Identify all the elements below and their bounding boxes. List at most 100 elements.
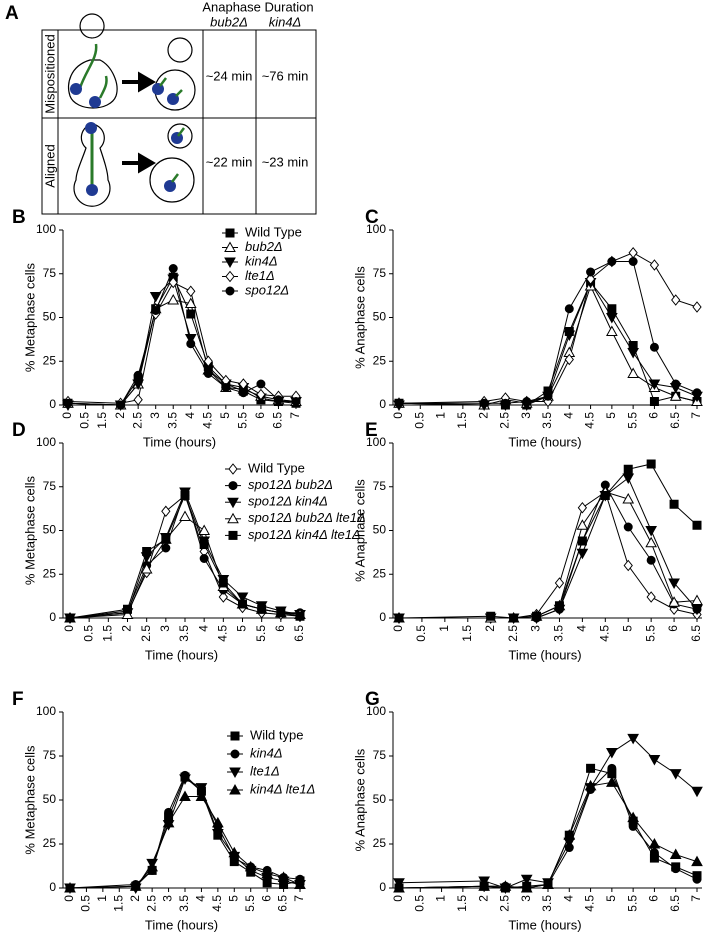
marker — [520, 874, 533, 886]
x-tick-label: 4.5 — [597, 625, 611, 642]
marker — [628, 246, 638, 259]
marker — [179, 790, 191, 801]
x-tick-label: 5.5 — [236, 412, 250, 429]
marker — [179, 510, 191, 521]
panel-letter: D — [12, 420, 26, 441]
x-tick-label: 1 — [437, 625, 451, 632]
x-tick-label: 5 — [604, 412, 618, 419]
y-tick-label: 25 — [373, 566, 387, 580]
marker — [161, 543, 171, 553]
x-tick-label: 2.5 — [498, 895, 512, 912]
marker — [606, 776, 618, 787]
marker — [692, 301, 702, 313]
x-tick-label: 2.5 — [144, 895, 158, 912]
y-tick-label: 100 — [366, 222, 386, 236]
x-tick-label: 6.5 — [668, 895, 682, 912]
marker — [180, 491, 190, 500]
y-tick-label: 100 — [36, 435, 56, 449]
x-tick-label: 3 — [519, 895, 533, 902]
marker — [238, 599, 247, 609]
x-tick-label: 6.5 — [271, 412, 285, 429]
marker — [607, 257, 617, 266]
x-tick-label: 0.5 — [412, 412, 426, 429]
marker — [628, 257, 638, 266]
panel-letter: C — [365, 207, 379, 228]
marker — [668, 596, 680, 607]
marker — [225, 286, 235, 296]
marker — [186, 285, 196, 298]
table-border — [41, 29, 317, 215]
marker — [230, 731, 240, 741]
marker — [149, 292, 162, 303]
x-tick-label: 2.5 — [498, 412, 512, 429]
x-tick-label: 5 — [620, 625, 634, 632]
y-axis-label: % Anaphase cells — [352, 748, 367, 851]
marker — [199, 540, 209, 549]
y-tick-label: 100 — [366, 704, 386, 718]
x-tick-label: 3.5 — [177, 625, 191, 642]
x-tick-label: 4 — [561, 412, 575, 419]
marker — [622, 473, 635, 485]
x-tick-label: 0 — [62, 895, 76, 902]
x-tick-label: 5.5 — [243, 895, 257, 912]
marker — [224, 241, 236, 252]
marker — [203, 369, 213, 378]
legend-label: spo12Δ kin4Δ — [248, 494, 328, 509]
marker — [146, 860, 158, 872]
marker — [164, 807, 174, 817]
marker — [646, 555, 656, 565]
marker — [184, 334, 197, 345]
marker — [577, 536, 587, 546]
marker — [228, 481, 238, 491]
x-tick-label: 3 — [161, 895, 175, 902]
marker — [576, 519, 589, 530]
x-tick-label: 0 — [62, 625, 76, 632]
x-tick-label: 1 — [434, 895, 448, 902]
y-tick-label: 25 — [43, 836, 57, 850]
x-tick-label: 0 — [391, 625, 405, 632]
legend-label: spo12Δ — [245, 282, 289, 297]
marker — [671, 294, 681, 306]
x-tick-label: 7 — [292, 895, 306, 902]
marker — [228, 463, 238, 475]
marker — [623, 522, 633, 532]
marker — [167, 293, 180, 305]
marker — [277, 871, 290, 882]
y-tick-label: 100 — [366, 435, 386, 449]
legend-label: Wild Type — [248, 460, 305, 475]
x-tick-label: 1.5 — [101, 625, 115, 642]
x-tick-label: 5 — [235, 625, 249, 632]
marker — [228, 846, 241, 858]
marker — [236, 592, 249, 604]
marker — [273, 395, 283, 405]
marker — [230, 749, 240, 759]
x-tick-label: 4.5 — [216, 625, 230, 642]
x-tick-label: 2.5 — [130, 412, 144, 429]
cell-value: ~23 min — [262, 154, 309, 169]
panel-a: A Anaphase Duration bub2Δ kin4Δ Misposit… — [5, 0, 317, 215]
x-axis-label: Time (hours) — [508, 917, 581, 932]
x-axis-label: Time (hours) — [508, 647, 581, 662]
y-tick-label: 75 — [373, 266, 387, 280]
marker — [646, 591, 656, 603]
x-tick-label: 1.5 — [460, 625, 474, 642]
marker — [691, 855, 703, 867]
marker — [622, 492, 635, 504]
y-tick-label: 50 — [373, 792, 387, 806]
x-tick-label: 0.5 — [79, 895, 93, 912]
x-tick-label: 3 — [148, 412, 162, 419]
x-tick-label: 0.5 — [78, 412, 92, 429]
marker — [195, 790, 208, 801]
x-tick-label: 0.5 — [412, 895, 426, 912]
marker — [186, 309, 196, 319]
marker — [563, 829, 576, 840]
y-axis-label: % Metaphase cells — [22, 262, 37, 372]
x-tick-label: 0 — [391, 895, 405, 902]
marker — [692, 520, 702, 530]
marker — [161, 505, 171, 518]
marker — [585, 273, 596, 285]
x-tick-label: 0.5 — [81, 625, 95, 642]
marker — [184, 297, 197, 308]
marker — [244, 860, 257, 872]
y-tick-label: 75 — [43, 479, 57, 493]
